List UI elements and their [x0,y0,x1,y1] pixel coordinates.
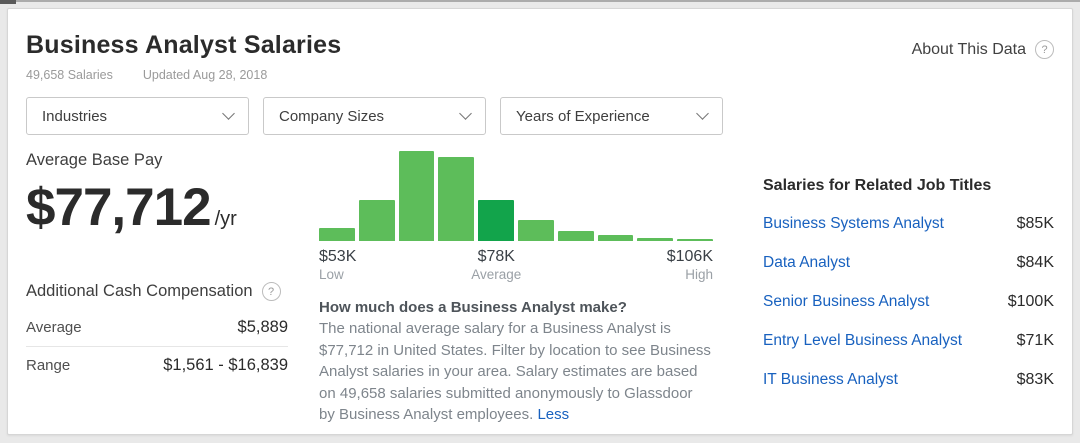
salary-count: 49,658 Salaries [26,68,113,82]
axis-low-value: $53K [319,248,357,265]
histogram-bar[interactable] [637,238,674,241]
years-of-experience-dropdown-label: Years of Experience [516,107,650,125]
additional-cash-compensation-section: Additional Cash Compensation ? Average $… [26,282,301,384]
average-base-pay-value: $77,712 /yr [26,177,301,238]
related-job-row: IT Business Analyst $83K [763,360,1054,399]
help-icon[interactable]: ? [261,282,281,301]
help-icon[interactable]: ? [1035,40,1054,59]
histogram-bar[interactable] [677,239,713,241]
about-this-data-link[interactable]: About This Data ? [912,40,1054,59]
acc-average-value: $5,889 [237,318,288,336]
histogram-bar[interactable] [319,228,355,241]
histogram-bar[interactable] [398,151,435,241]
related-job-row: Entry Level Business Analyst $71K [763,321,1054,360]
acc-title-row: Additional Cash Compensation ? [26,282,301,301]
acc-average-label: Average [26,319,82,336]
acc-range-label: Range [26,357,71,374]
average-base-pay-label: Average Base Pay [26,151,163,169]
related-job-row: Senior Business Analyst $100K [763,282,1054,321]
less-link[interactable]: Less [537,406,570,423]
histogram-bar[interactable] [478,200,514,241]
axis-average-caption: Average [471,267,522,282]
corner-artifact [0,0,16,4]
filter-bar: Industries Company Sizes Years of Experi… [26,97,1054,135]
salary-card: Business Analyst Salaries 49,658 Salarie… [7,8,1073,435]
related-job-salary: $100K [1007,292,1054,310]
industries-dropdown[interactable]: Industries [26,97,249,135]
histogram-bar[interactable] [358,200,395,241]
axis-high-value: $106K [666,248,713,265]
header: Business Analyst Salaries 49,658 Salarie… [26,9,1054,82]
related-job-link[interactable]: Business Systems Analyst [763,214,944,232]
company-sizes-dropdown[interactable]: Company Sizes [263,97,486,135]
histogram-bar[interactable] [557,231,594,241]
acc-rows: Average $5,889 Range $1,561 - $16,839 [26,309,288,384]
related-job-row: Business Systems Analyst $85K [763,204,1054,243]
about-this-data-label: About This Data [911,40,1026,58]
axis-low: $53K Low [319,248,356,282]
axis-average: $78K Average [471,248,521,282]
axis-high: $106K High [667,248,713,282]
related-jobs-title: Salaries for Related Job Titles [763,177,992,194]
histogram-axis: $53K Low $78K Average $106K High [319,248,713,286]
related-job-salary: $84K [1016,253,1054,271]
salary-description: How much does a Business Analyst make? T… [319,299,711,426]
histogram-bar[interactable] [517,220,554,241]
window-top-edge [0,0,1080,2]
histogram-bar[interactable] [438,157,475,241]
histogram-bar[interactable] [597,235,634,241]
related-job-salary: $85K [1016,214,1054,232]
years-of-experience-dropdown[interactable]: Years of Experience [500,97,723,135]
header-left: Business Analyst Salaries 49,658 Salarie… [26,31,341,82]
related-job-link[interactable]: Senior Business Analyst [763,292,930,310]
related-job-link[interactable]: Data Analyst [763,253,851,271]
related-job-link[interactable]: IT Business Analyst [763,370,898,388]
related-job-salary: $71K [1016,331,1054,349]
acc-title: Additional Cash Compensation [26,282,253,300]
related-jobs-column: Salaries for Related Job Titles Business… [763,151,1054,426]
axis-low-caption: Low [319,267,344,282]
pay-amount: $77,712 [26,178,212,237]
description-heading: How much does a Business Analyst make? [319,299,627,316]
acc-row-range: Range $1,561 - $16,839 [26,347,288,384]
salary-histogram [319,151,713,241]
page-title: Business Analyst Salaries [26,31,342,59]
axis-high-caption: High [685,267,713,282]
description-body: The national average salary for a Busine… [319,318,711,426]
industries-dropdown-label: Industries [42,107,108,125]
page-meta: 49,658 Salaries Updated Aug 28, 2018 [26,68,341,82]
acc-row-average: Average $5,889 [26,309,288,347]
distribution-column: $53K Low $78K Average $106K High How muc… [319,151,713,426]
description-text: The national average salary for a Busine… [319,320,711,423]
chevron-down-icon [459,107,472,120]
related-job-row: Data Analyst $84K [763,243,1054,282]
company-sizes-dropdown-label: Company Sizes [279,107,385,125]
related-job-link[interactable]: Entry Level Business Analyst [763,331,963,349]
main-content: Average Base Pay $77,712 /yr Additional … [26,151,1054,426]
chevron-down-icon [696,107,709,120]
base-pay-column: Average Base Pay $77,712 /yr Additional … [26,151,301,426]
related-jobs-list: Business Systems Analyst $85K Data Analy… [763,204,1054,399]
chevron-down-icon [222,107,235,120]
acc-range-value: $1,561 - $16,839 [163,356,288,374]
related-job-salary: $83K [1016,370,1054,388]
pay-period: /yr [214,208,237,230]
updated-date: Updated Aug 28, 2018 [142,68,268,82]
axis-average-value: $78K [477,248,515,265]
